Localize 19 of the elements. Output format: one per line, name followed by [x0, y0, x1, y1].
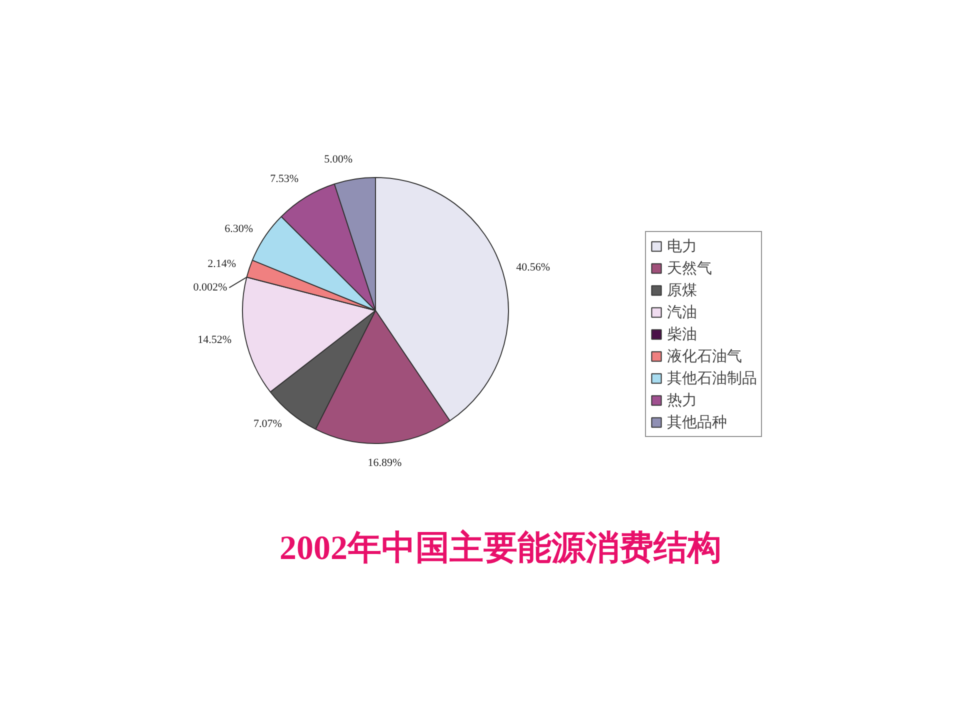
legend-label: 汽油 — [667, 302, 697, 322]
legend-label: 其他品种 — [667, 412, 727, 432]
legend-label: 原煤 — [667, 280, 697, 300]
legend-label: 电力 — [667, 236, 697, 256]
data-label: 16.89% — [368, 457, 402, 470]
legend-label: 热力 — [667, 390, 697, 410]
data-label: 40.56% — [516, 262, 550, 274]
legend-label: 其他石油制品 — [667, 368, 757, 388]
data-label: 6.30% — [224, 223, 254, 236]
data-label: 14.52% — [198, 334, 232, 346]
legend-label: 液化石油气 — [667, 346, 742, 366]
data-label: 5.00% — [324, 153, 353, 166]
data-label: 7.07% — [254, 418, 282, 430]
data-label: 7.53% — [270, 173, 299, 186]
text: 2002年中国主要能源消费结构 — [280, 529, 722, 567]
legend-label: 柴油 — [667, 324, 697, 344]
legend-label: 天然气 — [667, 258, 712, 278]
data-label: 2.14% — [208, 258, 236, 270]
data-label: 0.002% — [193, 282, 228, 294]
